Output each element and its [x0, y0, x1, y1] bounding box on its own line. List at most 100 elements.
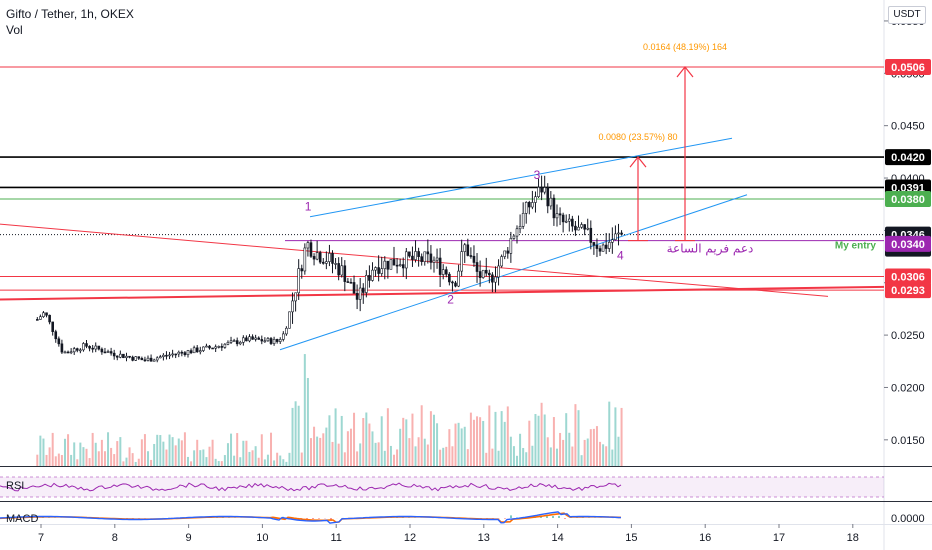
candle-body [614, 233, 617, 240]
volume-bar [562, 439, 565, 466]
volume-bar [386, 408, 389, 466]
candle-body [214, 346, 217, 349]
volume-bar [377, 442, 380, 466]
volume-bar [426, 444, 429, 466]
volume-bar [457, 422, 460, 466]
candle-body [223, 343, 227, 348]
candle-body [235, 340, 239, 345]
candle-body [100, 348, 104, 353]
volume-bar [159, 435, 162, 466]
time-tick-label: 14 [551, 532, 563, 544]
candle-body [97, 345, 101, 350]
candle-body [358, 287, 362, 300]
target2-label: 0.0164 (48.19%) 164 [643, 42, 727, 52]
candle-body [349, 282, 353, 284]
volume-bar [537, 415, 540, 466]
candle-body [509, 238, 513, 254]
volume-bar [337, 443, 340, 466]
candle-body [75, 348, 79, 351]
price-level-badge [885, 149, 931, 166]
price-level-badge [885, 282, 931, 299]
volume-bar [414, 446, 417, 466]
target1-label: 0.0080 (23.57%) 80 [598, 132, 677, 142]
candle-body [444, 269, 448, 275]
volume-bar [48, 447, 51, 466]
macd-histogram-bar [504, 518, 506, 519]
candle-body [238, 341, 242, 345]
candle-body [149, 357, 153, 362]
price-tick-label: 0.0200 [891, 382, 925, 394]
volume-bar [97, 451, 100, 466]
volume-bar [580, 455, 583, 466]
candle-body [217, 346, 221, 348]
volume-bar [479, 417, 482, 466]
candle-body [88, 345, 91, 349]
volume-bar [140, 439, 143, 466]
price-level-badge [885, 59, 931, 76]
volume-bar [519, 433, 522, 466]
volume-bar [254, 446, 257, 466]
volume-bar [620, 407, 623, 466]
volume-bar [371, 431, 374, 466]
volume-bar [171, 437, 174, 466]
candle-body [152, 359, 156, 362]
candle-body [260, 339, 264, 342]
volume-bar [500, 411, 503, 466]
volume-bar [442, 447, 445, 466]
volume-bar [236, 433, 239, 466]
candle-body [552, 197, 556, 219]
volume-bar [242, 440, 245, 466]
candle-body [571, 218, 574, 227]
macd-axis-label: 0.0000 [891, 513, 925, 525]
volume-bars [36, 354, 623, 466]
volume-bar [482, 420, 485, 466]
channel-bottom-line [279, 194, 748, 351]
volume-bar [110, 447, 113, 466]
price-level-badge-label: 0.0506 [891, 62, 925, 74]
candle-body [174, 353, 177, 356]
candle-body [534, 196, 537, 203]
price-level-badge [885, 190, 931, 207]
volume-bar [405, 419, 408, 466]
time-tick-label: 10 [256, 532, 268, 544]
volume-bar [125, 457, 128, 466]
support-trendline [0, 285, 885, 301]
volume-bar [365, 412, 368, 466]
candle-body [325, 261, 328, 264]
candle-body [63, 351, 67, 354]
candle-body [352, 282, 356, 294]
candle-body [303, 247, 307, 272]
volume-bar [45, 454, 48, 466]
volume-bar [577, 410, 580, 466]
candle-body [36, 319, 39, 321]
volume-bar [549, 447, 552, 466]
candle-body [42, 312, 45, 317]
candle-body [515, 228, 519, 237]
time-tick-label: 15 [625, 532, 637, 544]
symbol-title[interactable]: Gifto / Tether, 1h, OKEX [6, 7, 134, 21]
volume-bar [128, 447, 131, 466]
candle-body [346, 281, 350, 283]
candle-body [334, 263, 337, 265]
currency-button[interactable]: USDT [888, 6, 926, 24]
candle-body [580, 224, 583, 228]
candle-body [82, 343, 85, 351]
macd-label: MACD [6, 513, 38, 525]
volume-bar [147, 451, 150, 466]
candle-body [119, 353, 122, 358]
candle-body [300, 268, 304, 272]
volume-bar [476, 416, 479, 466]
drawings [0, 137, 885, 351]
volume-bar [162, 441, 165, 466]
candle-body [561, 214, 565, 223]
macd-histogram-bar [546, 516, 548, 518]
candle-body [189, 350, 193, 354]
candle-body [128, 355, 131, 358]
volume-bar [543, 414, 546, 466]
volume-bar [574, 404, 577, 466]
volume-bar [448, 429, 451, 466]
time-tick-label: 9 [186, 532, 192, 544]
volume-bar [131, 453, 134, 466]
